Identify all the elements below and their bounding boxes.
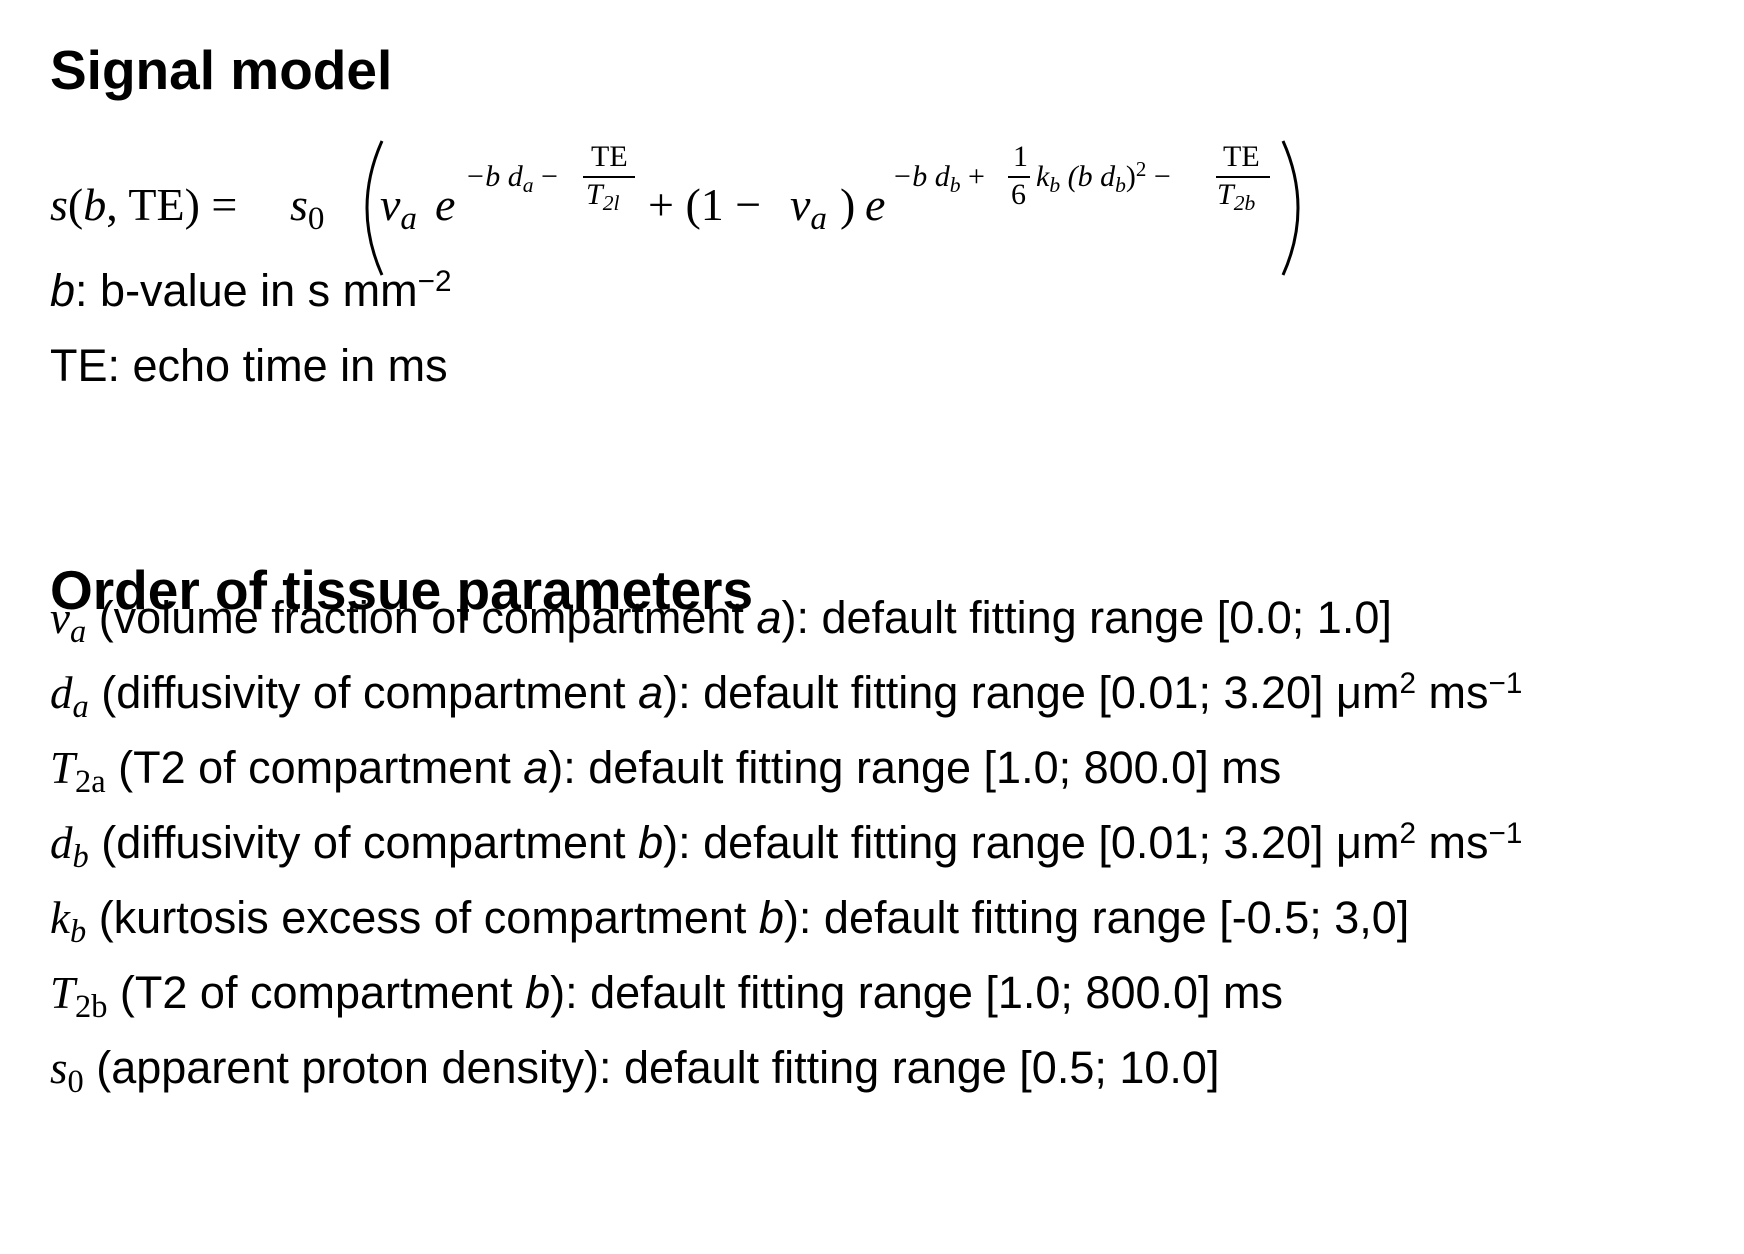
equation-va: va	[380, 179, 417, 238]
frac1-bar	[583, 176, 635, 178]
param-va: va (volume fraction of compartment a): d…	[50, 592, 1392, 651]
equation-s0: s0	[290, 179, 325, 238]
param-kb: kb (kurtosis excess of compartment b): d…	[50, 892, 1410, 951]
equation-lhs: s(b, TE) =	[50, 179, 238, 230]
signal-equation: s(b, TE) = s0 va e −b da − TE T2l + (1 −…	[50, 138, 1550, 278]
param-db: db (diffusivity of compartment b): defau…	[50, 817, 1523, 876]
equation-e2: e	[865, 179, 886, 230]
frac2-den: 6	[1011, 178, 1026, 211]
tissue-params-heading: Order of tissue parameters	[50, 559, 754, 621]
param-da: da (diffusivity of compartment a): defau…	[50, 667, 1523, 726]
exponent-1: −b da −	[465, 160, 558, 198]
param-t2b: T2b (T2 of compartment b): default fitti…	[50, 967, 1284, 1026]
frac2-bar	[1008, 176, 1030, 178]
b-definition: b: b-value in s mm−2	[50, 265, 452, 316]
signal-model-heading: Signal model	[50, 39, 393, 101]
frac1-den: T2l	[586, 178, 620, 216]
frac3-num: TE	[1223, 140, 1260, 173]
exponent-2-k: kb (b db)2 −	[1036, 156, 1171, 198]
left-paren	[365, 140, 384, 276]
equation-paren-close: )	[840, 179, 856, 230]
right-paren	[1281, 140, 1300, 276]
equation-e1: e	[435, 179, 456, 230]
te-definition: TE: echo time in ms	[50, 340, 448, 391]
equation-va2: va	[790, 179, 827, 238]
frac3-den: T2b	[1217, 178, 1256, 216]
frac1-num: TE	[591, 140, 628, 173]
exponent-2: −b db +	[892, 160, 985, 198]
equation-plus-term: + (1 −	[648, 179, 762, 230]
param-t2a: T2a (T2 of compartment a): default fitti…	[50, 742, 1282, 801]
frac3-bar	[1216, 176, 1270, 178]
param-s0: s0 (apparent proton density): default fi…	[50, 1042, 1220, 1101]
frac2-num: 1	[1013, 140, 1028, 173]
